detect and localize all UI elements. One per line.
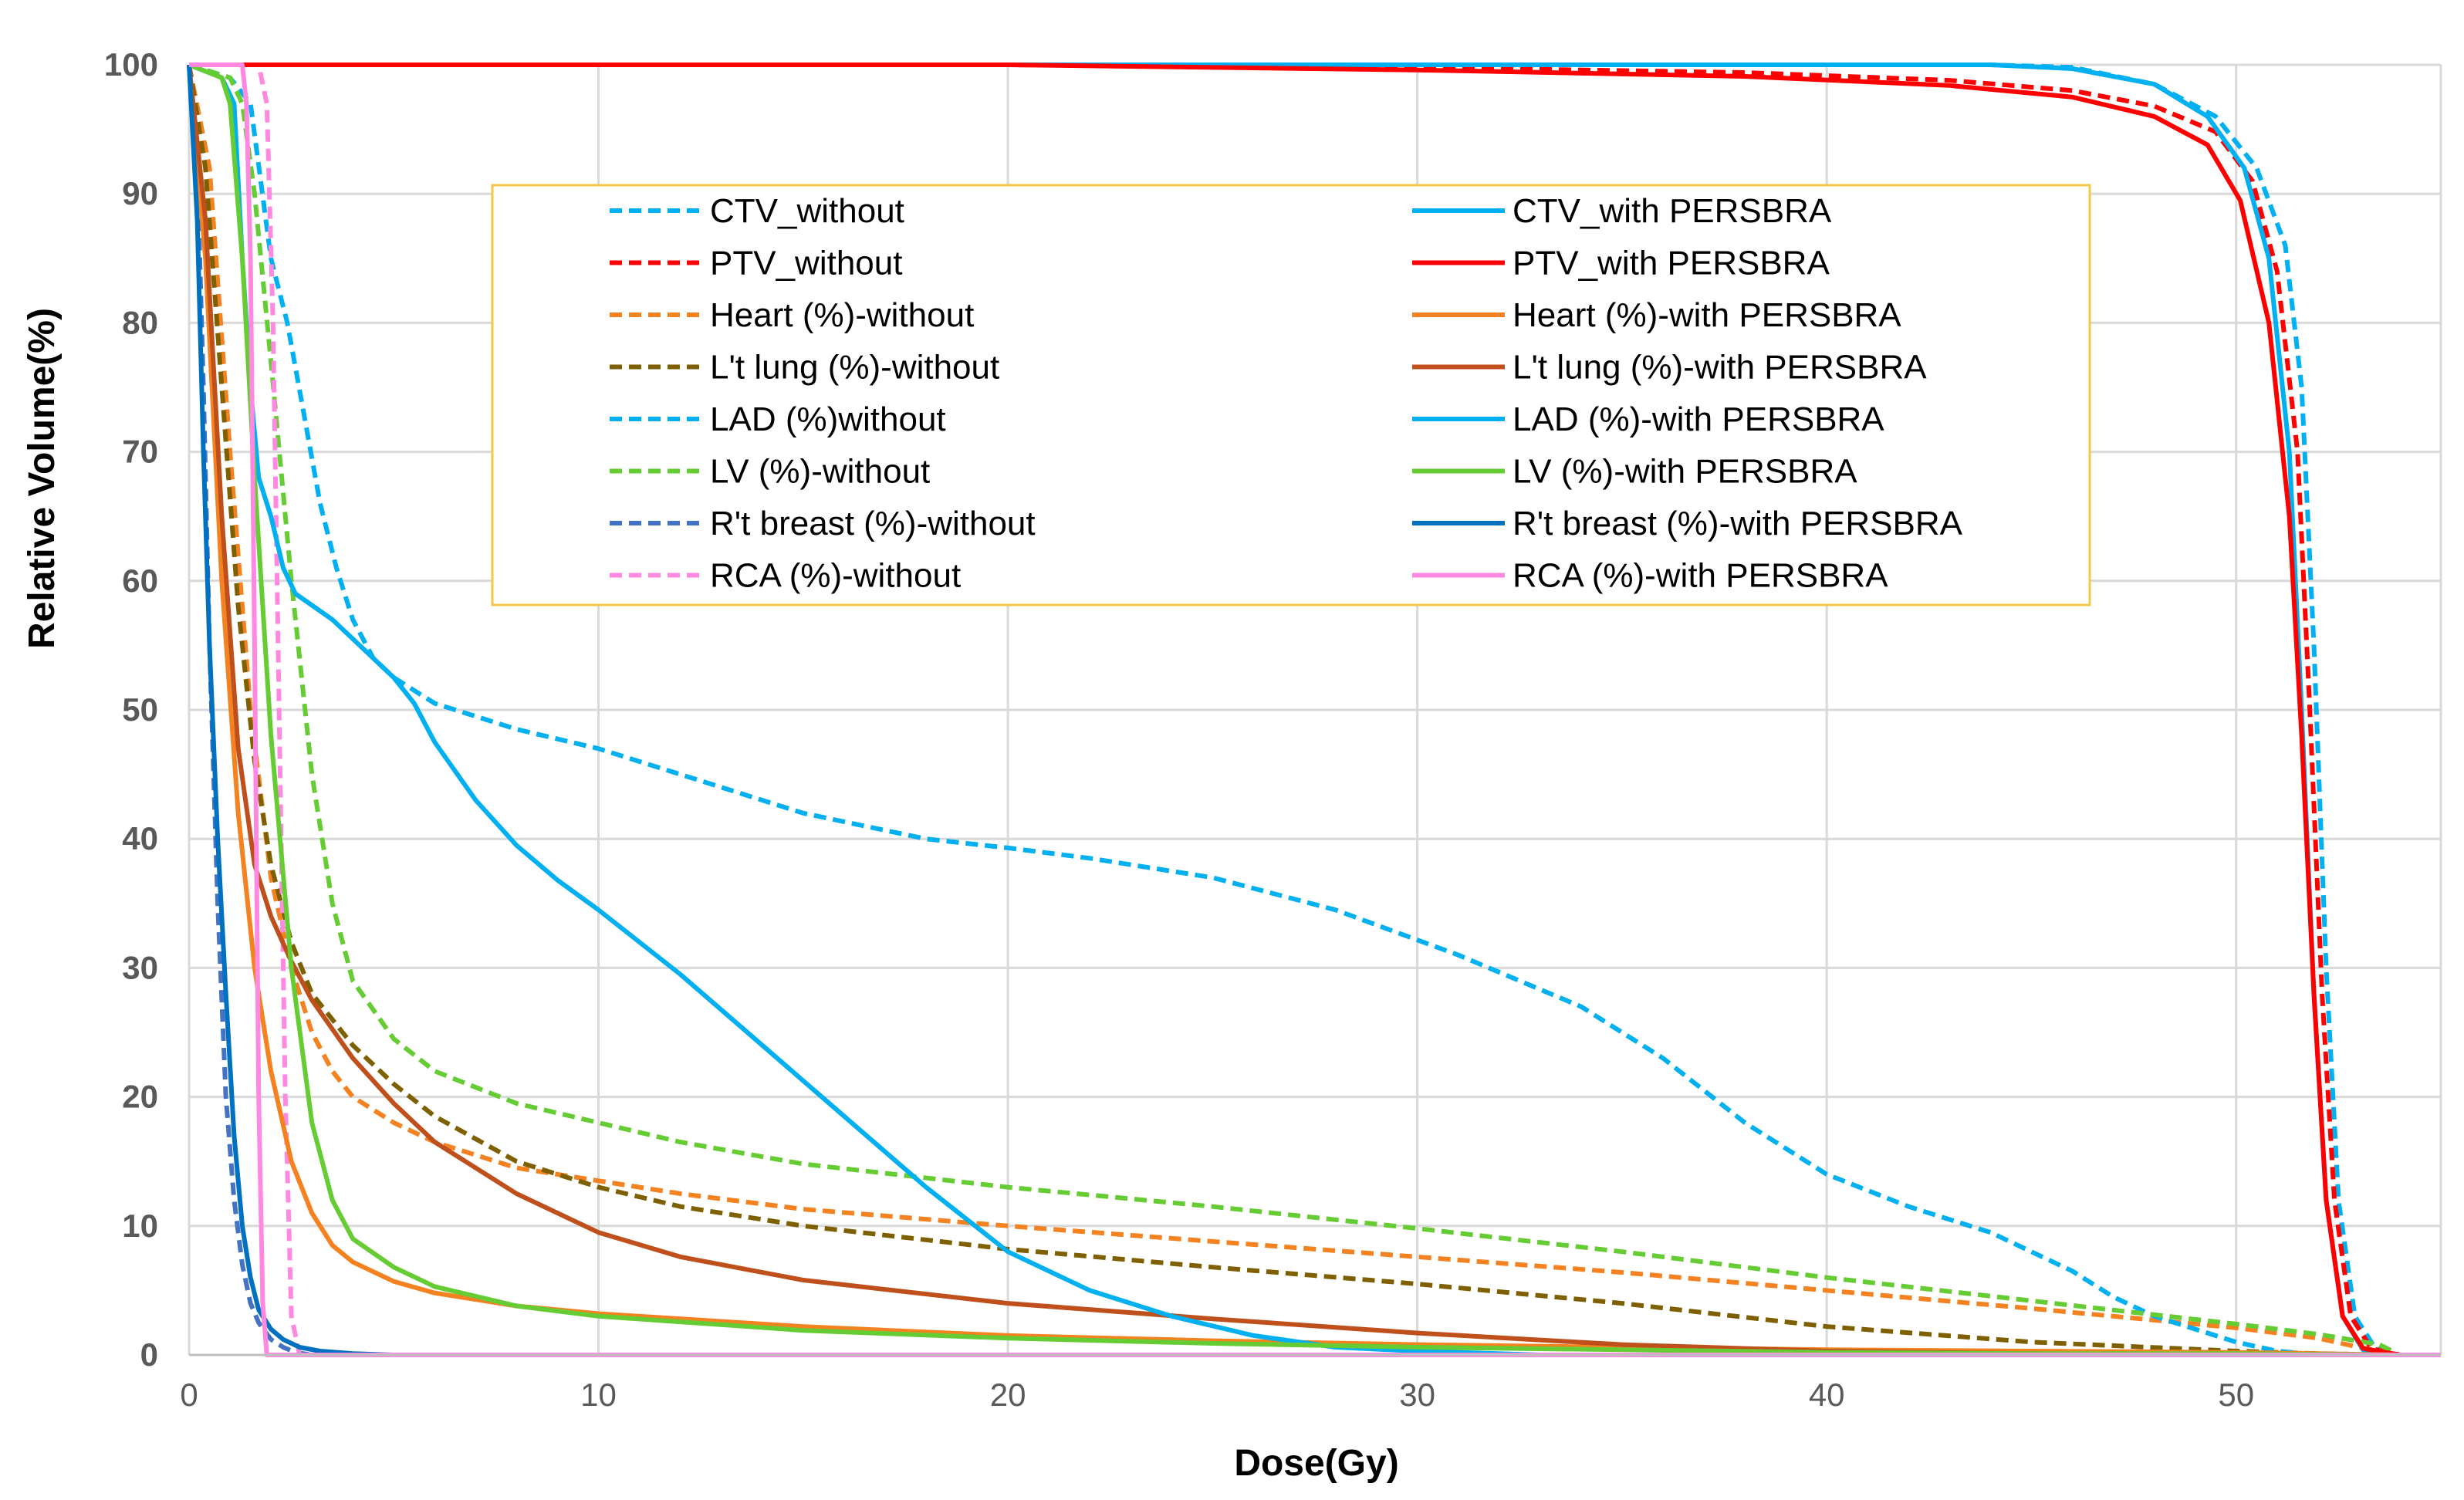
- series-layer: [187, 62, 2441, 1357]
- y-tick-label: 100: [104, 46, 158, 83]
- legend-label: CTV_without: [710, 192, 904, 230]
- legend-label: PTV_without: [710, 245, 902, 282]
- series-line-ptv-without: [189, 62, 2401, 1357]
- series-line-ptv-with-persbra: [189, 62, 2401, 1357]
- x-tick-label: 20: [990, 1377, 1026, 1413]
- x-tick-label: 40: [1809, 1377, 1845, 1413]
- series-line-rca-without: [189, 62, 2441, 1357]
- legend-label: L't lung (%)-without: [710, 349, 999, 387]
- y-tick-label: 30: [122, 949, 158, 985]
- legend-label: Heart (%)-with PERSBRA: [1513, 296, 1901, 334]
- x-tick-label: 50: [2218, 1377, 2254, 1413]
- y-tick-label: 20: [122, 1079, 158, 1115]
- axis-layer: 0 10 20 30 40 50 60 70 80 90 100 0 10 20 30 40 50: [104, 46, 2441, 1413]
- legend-label: PTV_with PERSBRA: [1513, 245, 1830, 282]
- x-tick-label: 0: [180, 1377, 198, 1413]
- legend-box: [491, 184, 2091, 606]
- y-tick-label: 80: [122, 304, 158, 340]
- y-tick-label: 60: [122, 562, 158, 599]
- legend-label: Heart (%)-without: [710, 296, 974, 334]
- legend-label: LV (%)-with PERSBRA: [1513, 453, 1857, 491]
- series-line-heart-without: [187, 64, 2401, 1357]
- y-tick-label: 90: [122, 175, 158, 211]
- series-line-lv-without: [188, 62, 2401, 1357]
- series-line-r-t-breast-with-persbra: [187, 64, 2441, 1357]
- series-line-l-t-lung-with-persbra: [187, 64, 2400, 1357]
- series-line-lad-without: [188, 62, 2319, 1357]
- y-tick-label: 0: [140, 1336, 158, 1373]
- legend: CTV_without CTV_with PERSBRA PTV_without PT…: [491, 184, 2091, 606]
- y-axis-title: Relative Volume(%): [22, 308, 63, 649]
- x-axis-title: Dose(Gy): [1234, 1443, 1398, 1484]
- legend-label: LV (%)-without: [710, 453, 930, 491]
- legend-label: LAD (%)without: [710, 400, 946, 438]
- y-tick-label: 10: [122, 1208, 158, 1244]
- legend-label: LAD (%)-with PERSBRA: [1513, 400, 1884, 438]
- legend-label: CTV_with PERSBRA: [1513, 192, 1832, 230]
- legend-label: RCA (%)-without: [710, 557, 961, 595]
- legend-label: R't breast (%)-with PERSBRA: [1513, 505, 1963, 542]
- series-line-rca-with-persbra: [189, 62, 2441, 1357]
- legend-label: L't lung (%)-with PERSBRA: [1513, 349, 1927, 387]
- x-tick-label: 30: [1399, 1377, 1435, 1413]
- legend-label: R't breast (%)-without: [710, 505, 1036, 542]
- series-line-lad-with-persbra: [188, 62, 2441, 1357]
- legend-label: RCA (%)-with PERSBRA: [1513, 557, 1888, 595]
- x-tick-label: 10: [580, 1377, 617, 1413]
- y-tick-label: 50: [122, 691, 158, 728]
- y-tick-label: 70: [122, 434, 158, 470]
- y-tick-label: 40: [122, 820, 158, 856]
